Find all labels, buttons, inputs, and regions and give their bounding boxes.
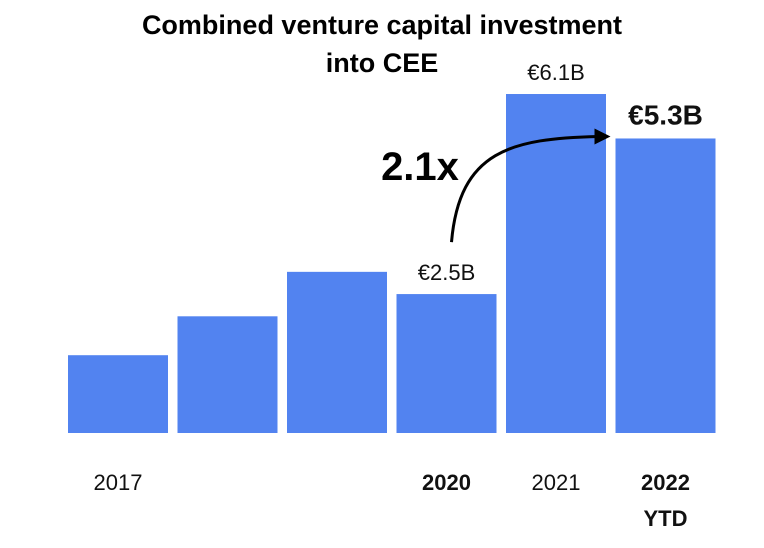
value-label-4: €6.1B [527, 60, 585, 85]
x-tick-label-0: 2017 [94, 470, 143, 495]
growth-arrow-head [594, 128, 611, 145]
value-label-5: €5.3B [628, 99, 703, 130]
x-tick-label-3: 2020 [422, 470, 471, 495]
bar-1 [177, 316, 278, 433]
chart-title: Combined venture capital investment into… [0, 6, 764, 82]
bar-3 [396, 294, 497, 433]
x-tick-sublabel-5: YTD [644, 506, 688, 531]
bar-0 [68, 355, 168, 433]
chart-title-line-2: into CEE [325, 48, 439, 78]
bar-4 [506, 94, 606, 433]
bar-2 [287, 271, 387, 433]
chart-title-line-1: Combined venture capital investment [141, 10, 623, 40]
growth-multiplier-label: 2.1x [381, 145, 459, 189]
x-tick-label-5: 2022 [641, 470, 690, 495]
growth-arrow-line [450, 134, 599, 243]
value-label-3: €2.5B [418, 260, 476, 285]
x-tick-label-4: 2021 [532, 470, 581, 495]
bar-5 [615, 138, 716, 433]
